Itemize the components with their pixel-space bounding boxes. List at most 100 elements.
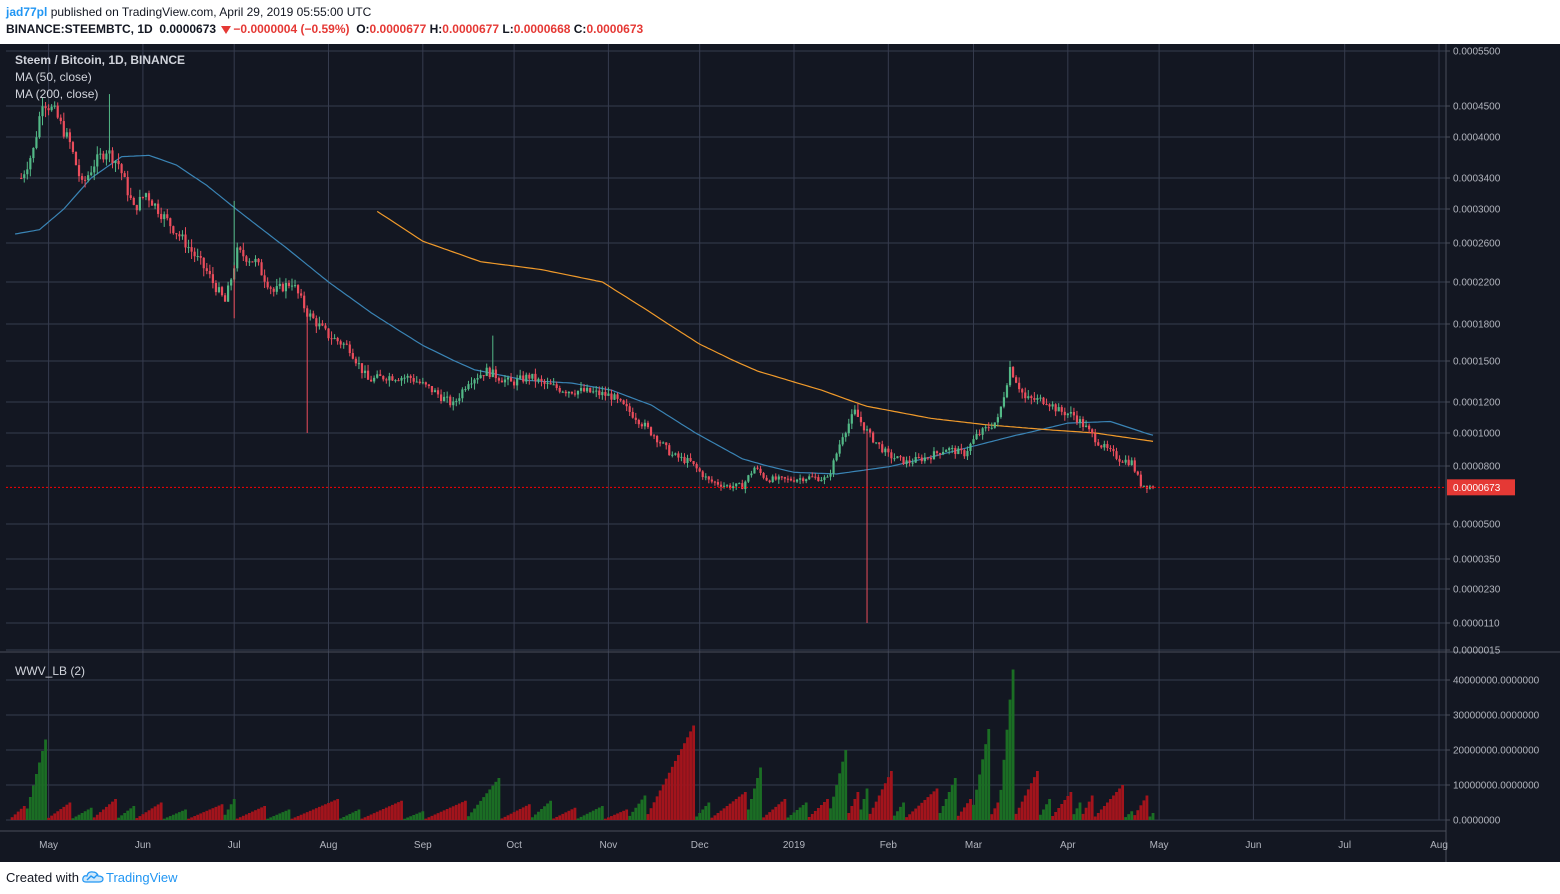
- candle-body: [835, 453, 838, 461]
- volume-bar: [199, 813, 203, 820]
- candle-body: [345, 343, 348, 345]
- candle-body: [945, 450, 948, 452]
- volume-bar: [756, 778, 759, 820]
- volume-bar: [59, 809, 63, 820]
- price-tick-label: 0.0001800: [1453, 320, 1501, 331]
- high-value: 0.0000677: [442, 22, 500, 36]
- volume-bar: [491, 785, 495, 820]
- volume-bar: [1020, 801, 1024, 820]
- volume-bar: [77, 814, 81, 820]
- volume-bar: [1090, 795, 1094, 820]
- candle-body: [1139, 474, 1142, 487]
- volume-bar: [944, 799, 948, 820]
- volume-bar: [774, 806, 778, 820]
- candle-body: [71, 142, 75, 153]
- volume-bar: [941, 806, 945, 820]
- volume-bar: [1145, 795, 1149, 820]
- volume-bar: [1078, 802, 1082, 820]
- candle-body: [376, 374, 379, 378]
- volume-tick-label: 40000000.0000000: [1453, 676, 1540, 687]
- volume-bar: [445, 809, 449, 820]
- candle-body: [969, 443, 972, 451]
- time-tick-label: Nov: [600, 840, 618, 851]
- legend-ma200: MA (200, close): [15, 87, 98, 101]
- volume-bar: [406, 817, 410, 820]
- price-tick-label: 0.0004500: [1453, 102, 1501, 113]
- volume-bar: [981, 759, 985, 820]
- candle-body: [35, 137, 38, 148]
- candle-body: [935, 451, 939, 454]
- volume-bar: [524, 805, 528, 820]
- time-tick-label: Jul: [1338, 840, 1351, 851]
- candle-body: [792, 480, 796, 482]
- volume-bar: [938, 813, 942, 820]
- volume-bar: [549, 800, 553, 820]
- volume-tick-label: 10000000.0000000: [1453, 781, 1540, 792]
- candle-body: [41, 106, 44, 117]
- time-tick-label: Dec: [691, 840, 709, 851]
- volume-bar: [1026, 789, 1030, 820]
- candle-body: [604, 392, 607, 396]
- candle-body: [446, 396, 449, 398]
- volume-bar: [168, 816, 172, 820]
- volume-bar: [923, 799, 927, 820]
- candle-body: [1066, 413, 1069, 416]
- candle-body: [47, 108, 50, 111]
- candle-body: [1097, 442, 1100, 446]
- candle-body: [141, 196, 145, 198]
- volume-bar: [397, 802, 400, 820]
- price-tick-label: 0.0002600: [1453, 239, 1501, 250]
- volume-bar: [366, 815, 370, 820]
- volume-bar: [558, 815, 562, 820]
- candle-body: [196, 256, 199, 258]
- volume-bar: [263, 806, 267, 820]
- candle-body: [1054, 404, 1057, 412]
- author-link[interactable]: jad77pl: [6, 5, 48, 19]
- volume-bar: [354, 811, 358, 820]
- candle-body: [1042, 397, 1045, 405]
- volume-bar: [810, 814, 814, 820]
- volume-bar: [50, 815, 54, 820]
- candle-body: [245, 256, 248, 262]
- candle-body: [902, 456, 905, 465]
- candle-body: [847, 423, 850, 434]
- price-chart[interactable]: 0.0005500 0.0004500 0.0004000 0.0003400 0.00…: [0, 44, 1560, 862]
- volume-bar: [123, 813, 127, 820]
- volume-bar: [156, 804, 160, 820]
- volume-bar: [244, 814, 248, 820]
- volume-bar: [174, 813, 178, 820]
- volume-bar: [719, 810, 723, 820]
- volume-bar: [187, 818, 190, 820]
- candle-body: [622, 400, 625, 405]
- volume-bar: [518, 808, 522, 820]
- candle-body: [954, 447, 957, 455]
- volume-bar: [713, 815, 717, 820]
- candle-body: [373, 377, 376, 382]
- footer-brand-link[interactable]: TradingView: [106, 870, 178, 885]
- candle-body: [500, 380, 504, 383]
- candle-body: [363, 370, 367, 374]
- volume-bar: [138, 816, 142, 820]
- candle-body: [1142, 485, 1145, 487]
- volume-bar: [573, 807, 577, 820]
- volume-bar: [336, 799, 340, 820]
- candle-body: [93, 166, 96, 173]
- volume-bar: [372, 813, 376, 820]
- candle-body: [680, 456, 683, 458]
- candle-body: [704, 476, 707, 478]
- candle-body: [56, 105, 59, 118]
- volume-bar: [1039, 814, 1042, 820]
- volume-bar: [126, 810, 130, 820]
- candle-body: [914, 456, 917, 463]
- volume-bar: [25, 808, 29, 820]
- candle-body: [832, 460, 835, 474]
- volume-bar: [1081, 813, 1085, 820]
- volume-bar: [886, 777, 890, 820]
- candle-body: [905, 460, 908, 465]
- volume-bar: [476, 804, 479, 820]
- candle-body: [1039, 397, 1042, 399]
- volume-bar: [673, 760, 677, 820]
- candle-body: [875, 442, 878, 444]
- volume-tick-label: 30000000.0000000: [1453, 711, 1540, 722]
- candle-body: [126, 177, 129, 196]
